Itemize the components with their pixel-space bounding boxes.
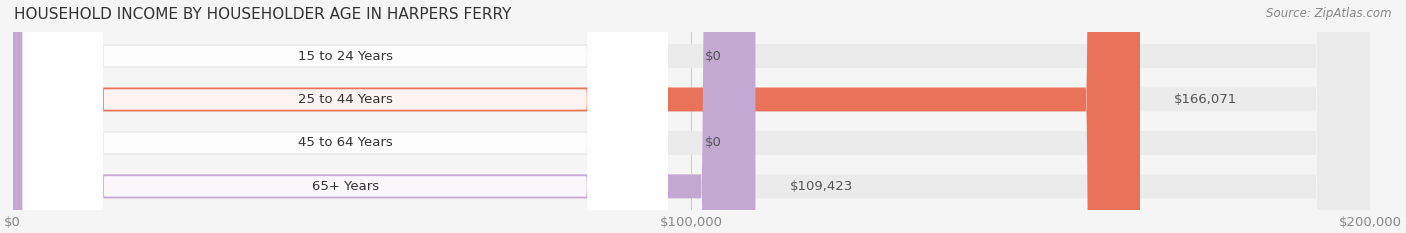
Text: Source: ZipAtlas.com: Source: ZipAtlas.com [1267, 7, 1392, 20]
FancyBboxPatch shape [13, 0, 67, 233]
Text: $0: $0 [704, 137, 721, 149]
Text: $109,423: $109,423 [789, 180, 852, 193]
Text: $166,071: $166,071 [1174, 93, 1237, 106]
FancyBboxPatch shape [13, 0, 1371, 233]
FancyBboxPatch shape [13, 0, 1371, 233]
Text: 65+ Years: 65+ Years [312, 180, 378, 193]
Text: HOUSEHOLD INCOME BY HOUSEHOLDER AGE IN HARPERS FERRY: HOUSEHOLD INCOME BY HOUSEHOLDER AGE IN H… [14, 7, 512, 22]
FancyBboxPatch shape [22, 0, 668, 233]
FancyBboxPatch shape [13, 0, 1371, 233]
Text: 15 to 24 Years: 15 to 24 Years [298, 50, 392, 62]
FancyBboxPatch shape [13, 0, 755, 233]
FancyBboxPatch shape [22, 0, 668, 233]
FancyBboxPatch shape [13, 0, 67, 233]
FancyBboxPatch shape [22, 0, 668, 233]
Text: 25 to 44 Years: 25 to 44 Years [298, 93, 392, 106]
FancyBboxPatch shape [22, 0, 668, 233]
FancyBboxPatch shape [13, 0, 1140, 233]
FancyBboxPatch shape [13, 0, 1371, 233]
Text: 45 to 64 Years: 45 to 64 Years [298, 137, 392, 149]
Text: $0: $0 [704, 50, 721, 62]
